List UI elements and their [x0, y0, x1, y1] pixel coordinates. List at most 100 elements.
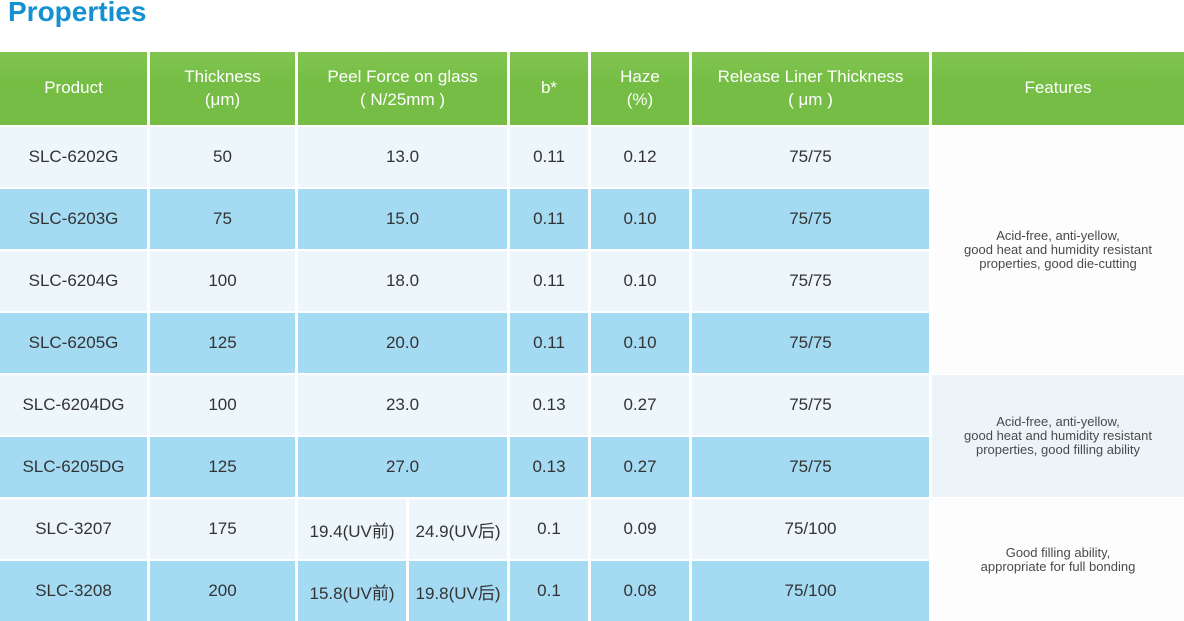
column-header-thickness-text: Thickness [184, 67, 261, 87]
column-header-product-text: Product [44, 78, 103, 98]
cell-peel-force-after-uv: 19.8(UV后) [409, 561, 507, 621]
properties-table: Product Thickness (μm) Peel Force on glass(… [0, 52, 1184, 621]
column-header-haze: Haze (%) [591, 52, 689, 125]
page-title: Properties [8, 0, 147, 27]
cell-peel-force: 15.0 [298, 189, 507, 249]
cell-peel-force: 18.0 [298, 251, 507, 311]
cell-peel-force: 20.0 [298, 313, 507, 373]
cell-haze: 0.27 [591, 375, 689, 435]
column-header-haze-text: Haze [620, 67, 660, 87]
cell-haze: 0.10 [591, 251, 689, 311]
cell-release-liner: 75/75 [692, 313, 929, 373]
cell-features-group-2-text: properties, good filling ability [975, 442, 1141, 458]
cell-peel-force-before-uv-text: 15.8(UV前) [309, 583, 395, 603]
cell-peel-force-text: 18.0 [385, 271, 420, 290]
column-header-thickness-text: (μm) [204, 89, 241, 109]
cell-b-star-text: 0.11 [533, 271, 565, 290]
cell-b-star-text: 0.13 [532, 395, 566, 414]
cell-peel-force-text: 27.0 [385, 457, 420, 476]
cell-thickness-text: 125 [208, 457, 237, 476]
cell-thickness: 175 [150, 499, 295, 559]
cell-haze-text: 0.27 [623, 457, 657, 476]
cell-release-liner-text: 75/75 [789, 395, 832, 414]
cell-features-group-3-text: appropriate for full bonding [980, 559, 1136, 574]
cell-haze-text: 0.09 [623, 519, 657, 538]
cell-peel-force-text: 13.0 [385, 147, 420, 166]
cell-haze: 0.10 [591, 313, 689, 373]
cell-b-star-text: 0.13 [532, 457, 566, 476]
cell-release-liner: 75/75 [692, 375, 929, 435]
column-header-b-star: b* [510, 52, 588, 125]
cell-peel-force: 27.0 [298, 437, 507, 497]
cell-peel-force-text: 20.0 [385, 333, 420, 352]
cell-thickness: 125 [150, 313, 295, 373]
column-header-features: Features [932, 52, 1184, 125]
cell-product: SLC-6203G [0, 189, 147, 249]
cell-b-star: 0.11 [510, 127, 588, 187]
cell-release-liner: 75/100 [692, 499, 929, 559]
cell-thickness: 100 [150, 251, 295, 311]
cell-product: SLC-3208 [0, 561, 147, 621]
cell-release-liner-text: 75/75 [789, 457, 832, 476]
cell-b-star-text: 0.1 [537, 519, 561, 538]
cell-haze-text: 0.10 [623, 209, 657, 228]
cell-product-text: SLC-6204DG [22, 395, 125, 414]
cell-b-star: 0.11 [510, 313, 588, 373]
cell-thickness-text: 175 [208, 519, 237, 538]
cell-haze: 0.12 [591, 127, 689, 187]
cell-haze: 0.09 [591, 499, 689, 559]
cell-peel-force-after-uv-text: 19.8(UV后) [415, 583, 501, 603]
cell-release-liner-text: 75/100 [784, 581, 837, 600]
cell-b-star: 0.1 [510, 561, 588, 621]
cell-product-text: SLC-3207 [35, 519, 112, 538]
cell-release-liner: 75/75 [692, 251, 929, 311]
cell-haze: 0.27 [591, 437, 689, 497]
cell-product-text: SLC-3208 [35, 581, 112, 600]
cell-thickness: 75 [150, 189, 295, 249]
cell-haze: 0.08 [591, 561, 689, 621]
cell-thickness-text: 50 [213, 147, 232, 166]
cell-features-group-3: Good filling ability, appropriate for ful… [932, 499, 1184, 621]
cell-b-star-text: 0.1 [537, 581, 561, 600]
column-header-release-liner-thickness: Release Liner Thickness( μm ) [692, 52, 929, 125]
cell-peel-force-before-uv-text: 19.4(UV前) [309, 521, 395, 541]
cell-thickness-text: 200 [208, 581, 237, 600]
cell-thickness-text: 75 [213, 209, 232, 228]
cell-features-group-2-text: Acid-free, anti-yellow, [996, 413, 1120, 429]
cell-features-group-1-text: Acid-free, anti-yellow, [996, 227, 1120, 243]
cell-haze-text: 0.10 [623, 333, 657, 352]
cell-thickness-text: 100 [208, 271, 237, 290]
column-header-peel-force: Peel Force on glass( N/25mm ) [298, 52, 507, 125]
cell-product: SLC-6205DG [0, 437, 147, 497]
cell-product: SLC-6202G [0, 127, 147, 187]
cell-release-liner-text: 75/75 [789, 271, 832, 290]
cell-b-star: 0.13 [510, 437, 588, 497]
cell-b-star: 0.13 [510, 375, 588, 435]
cell-release-liner-text: 75/75 [789, 333, 832, 352]
cell-b-star: 0.11 [510, 251, 588, 311]
cell-thickness: 125 [150, 437, 295, 497]
cell-peel-force-before-uv: 15.8(UV前) [298, 561, 406, 621]
cell-thickness: 50 [150, 127, 295, 187]
cell-peel-force: 13.0 [298, 127, 507, 187]
cell-b-star-text: 0.11 [533, 333, 565, 352]
column-header-thickness: Thickness (μm) [150, 52, 295, 125]
cell-features-group-3-text: Good filling ability, [1005, 544, 1111, 560]
column-header-features-text: Features [1024, 78, 1092, 98]
column-header-product: Product [0, 52, 147, 125]
cell-product-text: SLC-6204G [28, 271, 119, 290]
cell-peel-force-text: 23.0 [385, 395, 420, 414]
cell-release-liner: 75/75 [692, 437, 929, 497]
column-header-release-liner-thickness-text: Release Liner Thickness [717, 67, 904, 87]
cell-product: SLC-6205G [0, 313, 147, 373]
cell-product-text: SLC-6202G [28, 147, 119, 166]
cell-haze-text: 0.27 [623, 395, 657, 414]
cell-release-liner: 75/75 [692, 127, 929, 187]
cell-features-group-1-text: properties, good die-cutting [979, 256, 1137, 272]
cell-peel-force-after-uv-text: 24.9(UV后) [415, 521, 501, 541]
cell-product: SLC-6204G [0, 251, 147, 311]
cell-product-text: SLC-6205G [28, 333, 119, 352]
cell-peel-force: 23.0 [298, 375, 507, 435]
cell-release-liner: 75/75 [692, 189, 929, 249]
cell-product-text: SLC-6203G [28, 209, 119, 228]
